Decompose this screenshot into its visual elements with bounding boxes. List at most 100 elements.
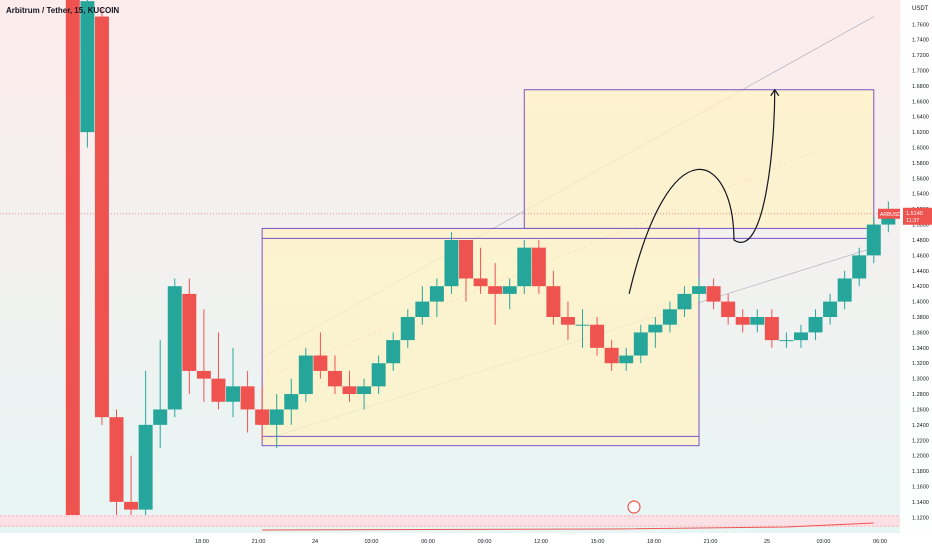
candle-body: [590, 324, 605, 348]
y-tick-label: 1.7200: [912, 53, 929, 59]
x-tick-label: 03:00: [817, 539, 831, 545]
candle-body: [808, 317, 823, 333]
alert-icon: [627, 500, 641, 514]
candle-body: [793, 332, 808, 341]
y-tick-label: 1.4000: [912, 300, 929, 306]
y-tick-label: 1.5000: [912, 223, 929, 229]
candle-body: [371, 363, 386, 387]
candle-body: [692, 286, 707, 294]
candle-body: [429, 286, 444, 302]
candle-body: [109, 417, 124, 502]
candle-body: [764, 317, 779, 341]
candle-body: [124, 501, 139, 510]
y-tick-label: 1.2600: [912, 407, 929, 413]
y-tick-label: 1.4400: [912, 269, 929, 275]
candle-body: [342, 386, 357, 395]
candle-body: [269, 409, 284, 425]
candle-body: [546, 286, 561, 318]
x-tick-label: 24: [312, 539, 318, 545]
candle-body: [313, 355, 328, 371]
y-tick-label: 1.1600: [912, 484, 929, 490]
projection-arrowhead: [770, 88, 780, 97]
price-badge: [903, 207, 932, 225]
volume-line: [262, 522, 874, 531]
candle-body: [779, 340, 794, 342]
symbol-badge-text: ARBUSDT: [880, 212, 904, 218]
x-tick-label: 21:00: [252, 539, 266, 545]
candle-body: [182, 293, 197, 371]
price-badge-value: 1.5140: [906, 211, 923, 217]
y-tick-label: 1.3400: [912, 346, 929, 352]
candle-body: [211, 378, 226, 402]
candle-body: [735, 317, 750, 325]
y-tick-label: 1.3800: [912, 315, 929, 321]
candle-body: [706, 286, 721, 302]
candle-body: [284, 394, 299, 410]
x-tick-label: 06:00: [421, 539, 435, 545]
x-tick-label: 03:00: [365, 539, 379, 545]
y-tick-label: 1.7400: [912, 38, 929, 44]
y-tick-label: 1.1400: [912, 500, 929, 506]
candle-body: [677, 293, 692, 310]
y-tick-label: 1.6400: [912, 115, 929, 121]
candle-body: [94, 16, 109, 418]
candle-body: [167, 286, 182, 410]
x-axis-panel: [0, 533, 932, 550]
candle-body: [866, 224, 881, 256]
volume-strip: [0, 515, 900, 527]
y-tick-label: 1.5600: [912, 176, 929, 182]
projection-curve: [628, 89, 776, 295]
y-tick-label: 1.6600: [912, 99, 929, 105]
candle-body: [400, 317, 415, 341]
candle-body: [852, 255, 867, 279]
candle-body: [488, 286, 503, 294]
y-tick-label: 1.5400: [912, 192, 929, 198]
candle-body: [750, 317, 765, 325]
candle-body: [226, 386, 240, 402]
y-tick-label: 1.3600: [912, 330, 929, 336]
candle-body: [327, 370, 342, 387]
candle-body: [662, 309, 677, 325]
candle-body: [473, 278, 488, 287]
y-tick-label: 1.1200: [912, 515, 929, 521]
candle-body: [138, 424, 153, 510]
axis-currency: USDT: [912, 6, 929, 12]
candle-body: [459, 239, 474, 279]
candle-body: [517, 247, 532, 287]
candle-body: [531, 247, 546, 287]
candle-body: [153, 409, 168, 425]
candle-body: [721, 301, 736, 318]
y-tick-label: 1.4800: [912, 238, 929, 244]
chart-title: Arbitrum / Tether, 15, KUCOIN: [6, 6, 120, 15]
candle-body: [619, 355, 634, 364]
x-tick-label: 12:00: [534, 539, 548, 545]
y-tick-label: 1.7000: [912, 68, 929, 74]
candle-body: [560, 317, 575, 325]
y-tick-label: 1.2200: [912, 438, 929, 444]
candle-body: [575, 324, 590, 326]
x-tick-label: 18:00: [195, 539, 209, 545]
x-tick-label: 09:00: [478, 539, 492, 545]
candle-body: [357, 386, 372, 395]
candle-body: [298, 355, 313, 395]
y-tick-label: 1.2000: [912, 454, 929, 460]
candle-body: [386, 340, 401, 364]
candle-body: [502, 286, 517, 294]
candle-body: [604, 347, 619, 364]
y-axis-panel: [900, 0, 932, 550]
y-tick-label: 1.1800: [912, 469, 929, 475]
y-tick-label: 1.2800: [912, 392, 929, 398]
candle-body: [444, 239, 459, 287]
candle-body: [80, 1, 95, 133]
x-tick-label: 21:00: [704, 539, 718, 545]
candle-body: [823, 301, 838, 318]
candle-body: [633, 332, 648, 356]
candle-body: [415, 301, 430, 318]
y-tick-label: 1.6800: [912, 84, 929, 90]
candle-body: [196, 370, 211, 379]
y-tick-label: 1.6000: [912, 146, 929, 152]
candle-body: [837, 278, 852, 302]
y-tick-label: 1.2400: [912, 423, 929, 429]
y-tick-label: 1.3200: [912, 361, 929, 367]
